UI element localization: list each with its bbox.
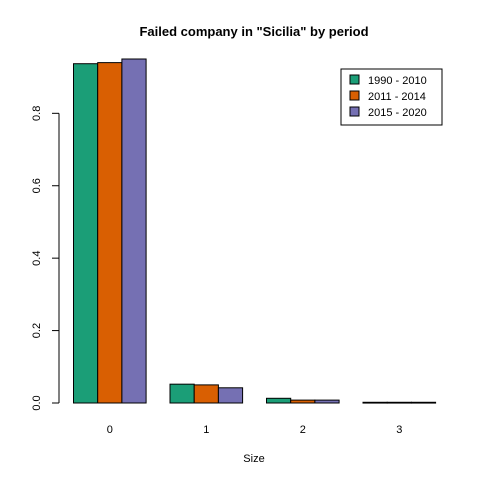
bar — [218, 388, 242, 403]
x-tick-label: 1 — [203, 424, 209, 436]
bar — [363, 402, 387, 403]
legend-label: 1990 - 2010 — [368, 75, 427, 87]
legend: 1990 - 2010 2011 - 2014 2015 - 2020 — [341, 69, 442, 125]
bar — [387, 402, 411, 403]
bar — [315, 400, 339, 403]
bar — [170, 384, 194, 403]
y-tick-label: 0.6 — [31, 178, 43, 193]
legend-swatch — [350, 107, 359, 116]
y-axis: 0.0 0.2 0.4 0.6 0.8 — [31, 106, 59, 411]
bar — [74, 64, 98, 403]
y-tick-label: 0.4 — [31, 251, 43, 266]
bar — [291, 400, 315, 403]
legend-swatch — [350, 75, 359, 84]
bar — [411, 402, 435, 403]
y-tick-label: 0.0 — [31, 395, 43, 410]
legend-label: 2015 - 2020 — [368, 107, 427, 119]
bar — [98, 63, 122, 403]
x-axis-labels: 0 1 2 3 — [107, 424, 403, 436]
y-tick-label: 0.8 — [31, 106, 43, 121]
x-tick-label: 2 — [300, 424, 306, 436]
x-axis-title: Size — [243, 453, 264, 465]
y-tick-label: 0.2 — [31, 323, 43, 338]
chart-title: Failed company in "Sicilia" by period — [139, 24, 368, 39]
bar — [122, 59, 146, 403]
bar — [194, 385, 218, 403]
x-tick-label: 3 — [396, 424, 402, 436]
legend-label: 2011 - 2014 — [368, 91, 426, 103]
x-tick-label: 0 — [107, 424, 113, 436]
legend-swatch — [350, 91, 359, 100]
bar — [267, 398, 291, 403]
